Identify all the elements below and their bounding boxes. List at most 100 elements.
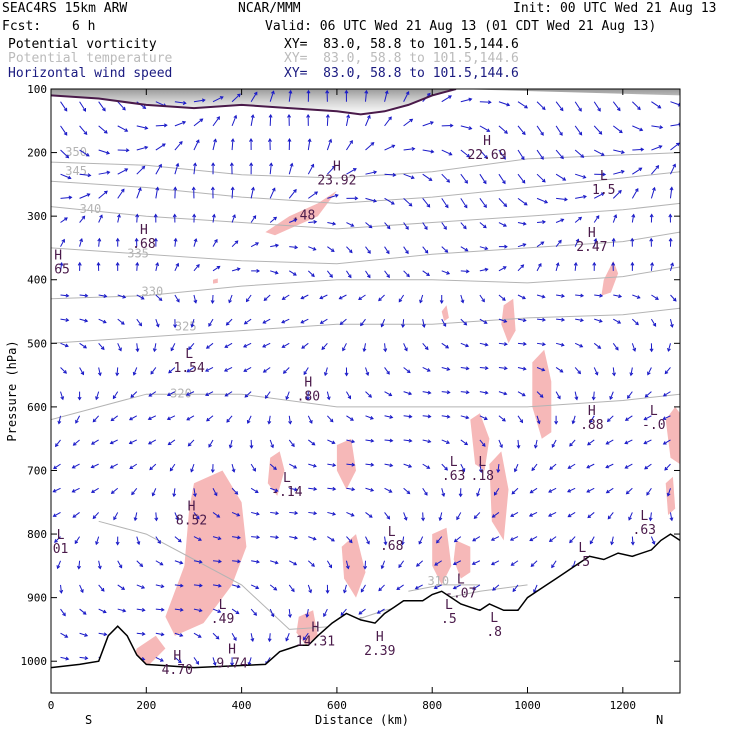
wind-vector [574, 367, 581, 374]
wind-vector [363, 343, 366, 352]
pv-extremum-marker: H [376, 630, 384, 645]
wind-vector [536, 342, 546, 345]
x-tick-label: 0 [48, 699, 55, 712]
wind-arrowhead [64, 634, 69, 638]
wind-arrowhead [311, 563, 315, 567]
wind-arrowhead [398, 298, 403, 303]
wind-vector [517, 149, 525, 160]
wind-arrowhead [548, 538, 553, 542]
wind-arrowhead [179, 607, 184, 612]
wind-arrowhead [106, 170, 111, 175]
wind-arrowhead [95, 541, 99, 546]
wind-vector [148, 415, 157, 420]
wind-arrowhead [235, 610, 240, 615]
wind-arrowhead [463, 225, 467, 230]
wind-vector [174, 238, 177, 247]
wind-vector [326, 560, 332, 568]
wind-arrowhead [311, 441, 316, 446]
wind-arrowhead [472, 586, 477, 590]
wind-vector [650, 536, 655, 545]
wind-vector [58, 415, 62, 424]
wind-vector [307, 270, 315, 277]
pv-extremum-value: .5 [574, 555, 590, 570]
wind-arrowhead [559, 132, 563, 136]
wind-vector [645, 391, 652, 398]
wind-arrowhead [178, 659, 182, 664]
theta-contour-label: 335 [127, 246, 149, 260]
wind-arrowhead [182, 120, 187, 125]
theta-contour-335 [51, 231, 680, 265]
wind-vector [250, 584, 259, 589]
wind-arrowhead [639, 127, 644, 132]
wind-vector [649, 512, 652, 521]
wind-vector [536, 391, 544, 398]
wind-vector [155, 608, 164, 611]
pv-extremum-value: .8 [486, 625, 502, 640]
wind-arrowhead [442, 323, 447, 327]
wind-arrowhead [95, 396, 99, 401]
wind-arrowhead [643, 440, 648, 445]
north-label: N [656, 713, 663, 727]
wind-arrowhead [521, 179, 526, 184]
wind-arrowhead [187, 442, 192, 447]
wind-arrowhead [61, 238, 65, 243]
wind-vector [650, 187, 656, 199]
wind-arrowhead [587, 514, 592, 519]
theta-contour-325 [51, 307, 680, 344]
wind-arrowhead [306, 113, 311, 118]
wind-arrowhead [452, 561, 457, 566]
wind-arrowhead [366, 540, 370, 545]
wind-arrowhead [155, 323, 160, 328]
wind-arrowhead [237, 535, 241, 540]
wind-vector [644, 463, 652, 470]
wind-arrowhead [176, 298, 180, 303]
wind-vector [536, 415, 540, 424]
wind-arrowhead [267, 638, 272, 643]
y-tick-label: 100 [27, 83, 47, 96]
wind-vector [612, 367, 615, 376]
wind-arrowhead [141, 607, 146, 612]
wind-vector [346, 270, 352, 278]
wind-arrowhead [551, 443, 556, 448]
wind-arrowhead [313, 511, 318, 516]
wind-arrowhead [323, 613, 327, 618]
wind-arrowhead [158, 297, 163, 302]
wind-arrowhead [362, 348, 367, 353]
wind-arrowhead [182, 101, 187, 105]
wind-arrowhead [325, 113, 330, 118]
x-tick-label: 1200 [610, 699, 637, 712]
field-wind-name: Horizontal wind speed [8, 66, 173, 81]
wind-arrowhead [605, 489, 610, 494]
wind-arrowhead [669, 186, 674, 191]
wind-arrowhead [458, 493, 463, 498]
wind-arrowhead [544, 199, 549, 204]
wind-vector [136, 262, 138, 271]
wind-arrowhead [196, 263, 200, 268]
wind-arrowhead [426, 465, 431, 469]
wind-vector [346, 140, 353, 151]
theta-contour-label: 340 [80, 202, 102, 216]
wind-vector [155, 294, 163, 301]
wind-arrowhead [250, 638, 255, 643]
wind-arrowhead [59, 261, 64, 266]
wind-vector [308, 511, 317, 515]
wind-vector [631, 101, 641, 110]
wind-arrowhead [82, 108, 86, 112]
wind-vector [229, 439, 233, 448]
wind-vector [626, 487, 633, 495]
wind-arrowhead [542, 317, 546, 322]
wind-vector [283, 367, 290, 374]
wind-vector [117, 560, 123, 568]
wind-vector [117, 125, 128, 132]
wind-arrowhead [60, 396, 65, 401]
wind-vector [612, 101, 621, 111]
wind-vector [663, 391, 671, 397]
wind-vector [193, 536, 202, 541]
wind-arrowhead [281, 296, 286, 300]
pv-extremum-value: .49 [211, 612, 234, 627]
wind-arrowhead [347, 395, 351, 400]
wind-arrowhead [256, 268, 261, 273]
wind-vector [574, 391, 578, 400]
wind-arrowhead [615, 346, 619, 351]
wind-arrowhead [345, 565, 350, 570]
